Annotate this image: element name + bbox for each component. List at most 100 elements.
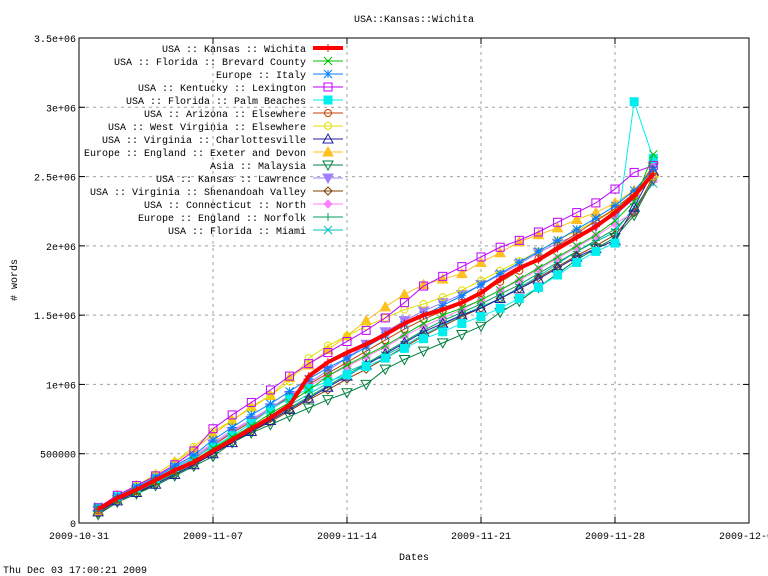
legend-label: Asia :: Malaysia — [210, 161, 306, 173]
legend-label: USA :: Kansas :: Wichita — [162, 44, 306, 56]
square-filled-marker — [629, 97, 639, 107]
plus-marker — [553, 244, 562, 253]
x-tick-label: 2009-11-21 — [451, 532, 511, 543]
plus-marker — [343, 348, 351, 357]
triangle-filled-marker — [456, 267, 468, 279]
square-open-marker — [572, 208, 582, 218]
plus-marker — [247, 424, 256, 433]
cross-marker — [648, 150, 658, 159]
star-marker — [285, 387, 294, 396]
triangle-open-marker — [494, 292, 506, 304]
circle-open-marker — [438, 293, 447, 302]
star-marker — [591, 213, 601, 223]
series-line — [97, 101, 654, 509]
y-tick-label: 0 — [70, 520, 76, 531]
cross-marker — [323, 371, 333, 381]
square-open-marker — [438, 271, 448, 281]
triangle-open-marker — [302, 392, 315, 403]
triangle-filled-marker — [398, 288, 411, 299]
square-open-marker — [533, 227, 543, 237]
square-open-marker — [399, 298, 409, 308]
star-marker — [476, 280, 486, 290]
itriangle-open-marker — [475, 321, 487, 333]
star-marker — [572, 224, 582, 234]
square-open-marker — [304, 359, 314, 369]
triangle-open-marker — [628, 201, 640, 212]
itriangle-open-marker — [341, 388, 353, 399]
square-open-marker — [419, 281, 429, 291]
square-filled-marker — [495, 303, 505, 313]
x-tick-label: 2009-12-05 — [719, 532, 768, 543]
star-marker — [514, 258, 524, 267]
legend-label: USA :: Kansas :: Lawrence — [156, 175, 306, 186]
star-marker — [553, 235, 562, 245]
square-open-marker — [553, 217, 563, 227]
itriangle-open-marker — [609, 233, 621, 244]
diamond-open-marker — [533, 273, 544, 283]
triangle-open-marker — [322, 381, 334, 392]
legend-label: USA :: Arizona :: Elsewhere — [144, 109, 306, 121]
plus-marker — [285, 401, 294, 410]
cross-marker — [553, 252, 562, 262]
y-tick-label: 500000 — [40, 451, 76, 462]
plus-marker — [113, 494, 122, 503]
square-filled-marker — [323, 377, 333, 387]
square-open-marker — [246, 397, 256, 407]
circle-open-marker — [323, 341, 332, 350]
square-open-marker — [361, 325, 371, 335]
triangle-filled-marker — [322, 145, 334, 157]
square-filled-marker — [476, 312, 486, 322]
plus-marker — [419, 311, 428, 320]
square-open-marker — [495, 242, 505, 252]
cross-marker — [534, 263, 543, 273]
star-marker — [189, 450, 199, 460]
plus-marker — [189, 458, 198, 467]
cross-marker — [323, 56, 333, 66]
legend-label: USA :: Florida :: Miami — [168, 226, 306, 238]
series-usa-kentucky-lexington — [93, 160, 658, 513]
plus-marker — [151, 476, 160, 485]
square-filled-marker — [553, 270, 563, 280]
legend-label: USA :: Florida :: Brevard County — [114, 57, 306, 69]
circle-open-marker — [419, 300, 428, 309]
circle-open-marker — [304, 354, 313, 363]
plus-marker — [496, 275, 505, 284]
cross-marker — [476, 295, 486, 305]
plus-marker — [94, 505, 103, 514]
star-marker — [246, 410, 256, 420]
legend-label: USA :: Connecticut :: North — [144, 200, 306, 212]
itriangle-open-marker — [322, 160, 334, 172]
chart-title: USA::Kansas::Wichita — [354, 14, 474, 26]
plus-marker — [611, 208, 619, 217]
cross-marker — [304, 385, 314, 395]
x-tick-label: 2009-11-14 — [317, 532, 377, 543]
plus-marker — [572, 233, 581, 242]
square-open-marker — [265, 385, 275, 395]
square-filled-marker — [572, 257, 582, 267]
cross-marker — [323, 225, 333, 235]
itriangle-open-marker — [322, 395, 334, 406]
star-marker — [495, 269, 505, 278]
plus-marker — [132, 485, 141, 494]
legend-label: USA :: Virginia :: Shenandoah Valley — [90, 187, 306, 199]
cross-marker — [438, 310, 448, 320]
y-tick-label: 3.5e+06 — [34, 35, 76, 46]
square-filled-marker — [380, 353, 390, 363]
square-open-marker — [342, 336, 352, 346]
star-marker — [610, 201, 620, 211]
circle-open-marker — [324, 122, 332, 130]
y-tick-label: 3e+06 — [46, 104, 76, 115]
cross-marker — [514, 274, 524, 284]
legend-label: USA :: Florida :: Palm Beaches — [126, 96, 306, 108]
legend-label: USA :: West Virginia :: Elsewhere — [108, 122, 306, 134]
triangle-filled-marker — [475, 256, 487, 267]
cross-marker — [419, 319, 428, 328]
square-filled-marker — [438, 327, 448, 337]
star-marker — [648, 165, 658, 174]
plus-marker — [457, 298, 466, 307]
y-tick-label: 2e+06 — [46, 243, 76, 254]
diamond-open-marker — [323, 186, 333, 196]
plus-marker — [209, 446, 217, 455]
